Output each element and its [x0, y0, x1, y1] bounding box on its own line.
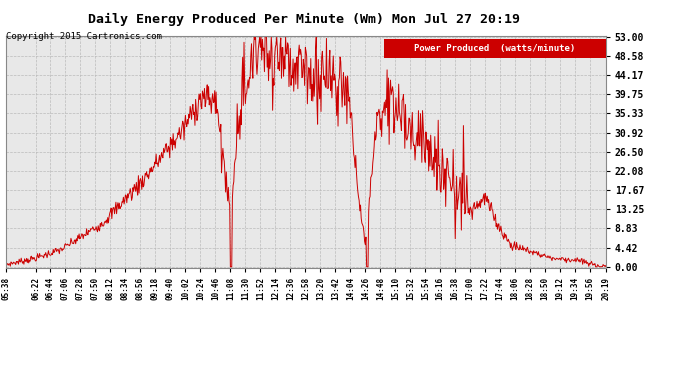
Text: Copyright 2015 Cartronics.com: Copyright 2015 Cartronics.com: [6, 32, 161, 41]
Text: Daily Energy Produced Per Minute (Wm) Mon Jul 27 20:19: Daily Energy Produced Per Minute (Wm) Mo…: [88, 13, 520, 26]
